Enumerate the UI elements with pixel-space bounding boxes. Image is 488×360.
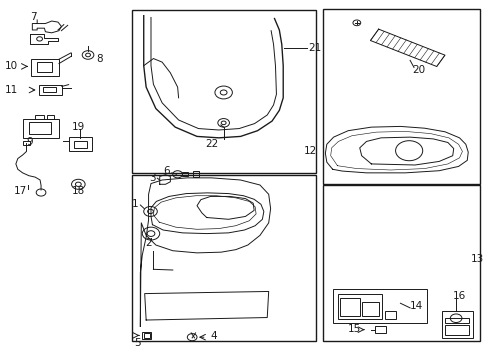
Text: 5: 5 [134,338,141,347]
Text: 12: 12 [303,146,317,156]
Bar [143,333,149,338]
Bar [131,175,315,341]
Text: 1: 1 [132,199,139,209]
Bar [193,171,199,177]
Bar [31,59,59,76]
Text: 20: 20 [411,65,425,75]
Bar [322,9,479,184]
Text: 7: 7 [30,13,37,22]
Bar [69,137,92,151]
Bar [445,318,468,323]
Bar [142,332,151,339]
Bar [29,122,51,134]
Text: 15: 15 [347,324,360,334]
Bar [131,10,315,173]
Bar [22,118,59,138]
Text: 8: 8 [96,54,102,64]
Bar [43,87,56,93]
Bar [340,298,359,316]
Bar [37,62,52,72]
Bar [74,141,86,148]
Bar [374,327,385,333]
Text: 14: 14 [409,301,423,311]
Text: 6: 6 [163,166,170,176]
Bar [338,294,381,319]
Text: 22: 22 [204,139,218,149]
Bar [22,141,30,145]
Bar [361,302,378,316]
Text: 4: 4 [210,332,217,342]
Bar [39,85,62,95]
Text: 2: 2 [145,238,152,248]
Bar [445,325,468,335]
Bar [384,311,395,319]
Bar [35,115,44,118]
Text: 10: 10 [5,61,18,71]
Text: 16: 16 [452,291,465,301]
Text: 9: 9 [26,138,33,148]
Bar [181,172,187,176]
Text: 19: 19 [72,122,85,132]
Bar [47,115,54,118]
Text: 18: 18 [72,186,85,197]
Bar [332,289,426,323]
Text: 21: 21 [308,43,321,53]
Bar [441,311,472,338]
Text: 13: 13 [469,253,483,264]
Bar [322,185,479,341]
Text: 3: 3 [149,173,156,183]
Text: 11: 11 [4,85,18,95]
Text: 17: 17 [14,186,27,197]
